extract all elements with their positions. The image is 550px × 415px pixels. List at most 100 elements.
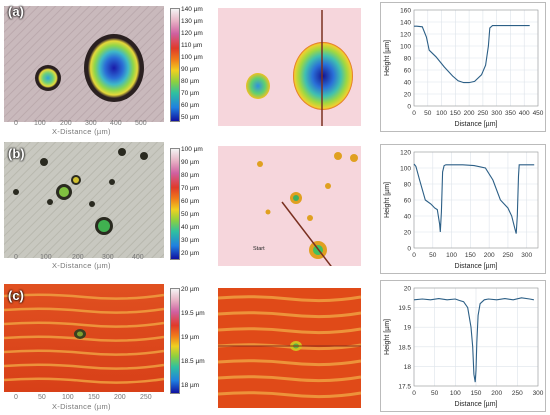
x-tick: 300 — [102, 254, 114, 261]
colorbar-tick: 90 µm — [181, 159, 200, 166]
y-tick-label: 19 — [404, 325, 412, 332]
y-tick-label: 20 — [404, 92, 412, 99]
x-tick-label: 150 — [471, 390, 482, 397]
y-tick-label: 120 — [400, 150, 411, 157]
y-tick-label: 120 — [400, 32, 411, 39]
colorbar-tick: 120 µm — [181, 30, 203, 37]
y-axis-title: Height [µm] — [384, 182, 391, 218]
x-tick: 400 — [110, 120, 122, 127]
x-tick-label: 300 — [491, 110, 502, 117]
row-b: (b) 0 100 200 300 400 X-Distance (µm) 10… — [0, 136, 550, 276]
y-tick-label: 20 — [404, 286, 412, 293]
x-tick-label: 250 — [503, 252, 514, 259]
colorbar-tick: 50 µm — [181, 114, 200, 121]
x-tick-label: 50 — [424, 110, 432, 117]
x-tick-label: 200 — [464, 110, 475, 117]
profile-chart-b: 0 20 40 60 80 100 120 0 50 100 150 200 250 300 Distanc… — [380, 144, 546, 274]
colorbar-tick: 20 µm — [181, 250, 200, 257]
x-tick: 150 — [88, 394, 100, 401]
x-tick: 100 — [34, 120, 46, 127]
y-axis-title: Height [µm] — [384, 319, 391, 355]
y-tick-label: 19.5 — [398, 305, 411, 312]
x-tick: 0 — [14, 254, 18, 261]
optical-image-a — [4, 6, 164, 122]
y-tick-label: 60 — [404, 198, 412, 205]
profile-series-line — [413, 297, 535, 383]
x-tick: 300 — [85, 120, 97, 127]
colorbar-tick: 30 µm — [181, 237, 200, 244]
x-tick: 50 — [38, 394, 46, 401]
y-tick-label: 20 — [404, 230, 412, 237]
x-tick: 0 — [14, 394, 18, 401]
colorbar-tick: 40 µm — [181, 224, 200, 231]
chart-frame — [380, 280, 546, 412]
x-tick: 200 — [72, 254, 84, 261]
x-tick: 400 — [132, 254, 144, 261]
x-axis-title: Distance [µm] — [455, 121, 498, 128]
x-tick-label: 100 — [436, 110, 447, 117]
x-axis-label: X-Distance (µm) — [52, 261, 111, 270]
x-tick: 200 — [114, 394, 126, 401]
x-axis-label: X-Distance (µm) — [52, 127, 111, 136]
panel-label-b: (b) — [8, 146, 25, 161]
y-tick-label: 80 — [404, 182, 412, 189]
plot-area — [413, 9, 539, 107]
colorbar-tick: 110 µm — [181, 42, 203, 49]
plot-area — [413, 287, 539, 387]
x-tick: 200 — [60, 120, 72, 127]
row-c: (c) 0 50 100 150 200 250 X-Distance (µm)… — [0, 276, 550, 415]
x-tick: 500 — [135, 120, 147, 127]
y-tick-label: 40 — [404, 80, 412, 87]
colorbar-ticks-a: 140 µm 130 µm 120 µm 110 µm 100 µm 90 µm… — [181, 6, 221, 122]
x-tick-label: 400 — [519, 110, 530, 117]
colorbar-b — [170, 148, 180, 260]
y-tick-label: 17.5 — [398, 384, 411, 391]
x-tick-label: 300 — [521, 252, 532, 259]
row-a: (a) 0 100 200 300 400 500 X-Distance (µm… — [0, 0, 550, 136]
colorbar-tick: 50 µm — [181, 211, 200, 218]
y-tick-label: 140 — [400, 20, 411, 27]
y-tick-label: 0 — [407, 104, 411, 111]
x-tick: 100 — [40, 254, 52, 261]
colorbar-tick: 60 µm — [181, 102, 200, 109]
x-tick-label: 50 — [431, 390, 439, 397]
x-tick-label: 150 — [450, 110, 461, 117]
profile-series-line — [413, 163, 535, 234]
height-map-a — [218, 8, 361, 126]
y-tick-label: 60 — [404, 68, 412, 75]
x-tick: 250 — [140, 394, 152, 401]
x-tick-label: 250 — [512, 390, 523, 397]
y-tick-label: 18 — [404, 364, 412, 371]
colorbar-tick: 130 µm — [181, 18, 203, 25]
colorbar-tick: 60 µm — [181, 198, 200, 205]
colorbar-tick: 100 µm — [181, 146, 203, 153]
x-tick-label: 0 — [412, 252, 416, 259]
x-tick: 0 — [14, 120, 18, 127]
colorbar-tick: 18 µm — [181, 382, 200, 389]
colorbar-ticks-c: 20 µm 19.5 µm 19 µm 18.5 µm 18 µm — [181, 286, 221, 396]
colorbar-tick: 140 µm — [181, 6, 203, 13]
plot-area — [413, 151, 539, 249]
panel-label-a: (a) — [8, 4, 24, 19]
x-tick-label: 0 — [412, 110, 416, 117]
colorbar-tick: 18.5 µm — [181, 358, 205, 365]
colorbar-a — [170, 8, 180, 122]
x-tick-label: 250 — [477, 110, 488, 117]
x-axis-label: X-Distance (µm) — [52, 402, 111, 411]
colorbar-tick: 70 µm — [181, 185, 200, 192]
y-axis-title: Height [µm] — [384, 40, 391, 76]
y-tick-label: 18.5 — [398, 344, 411, 351]
x-tick-label: 100 — [450, 390, 461, 397]
y-tick-label: 40 — [404, 214, 412, 221]
colorbar-tick: 19.5 µm — [181, 310, 205, 317]
x-tick: 100 — [62, 394, 74, 401]
optical-image-c — [4, 284, 164, 392]
panel-label-c: (c) — [8, 288, 24, 303]
chart-frame — [380, 2, 546, 132]
x-tick-label: 50 — [429, 252, 437, 259]
y-tick-label: 0 — [407, 246, 411, 253]
y-tick-label: 100 — [400, 44, 411, 51]
x-axis-title: Distance [µm] — [455, 263, 498, 270]
colorbar-tick: 100 µm — [181, 54, 203, 61]
